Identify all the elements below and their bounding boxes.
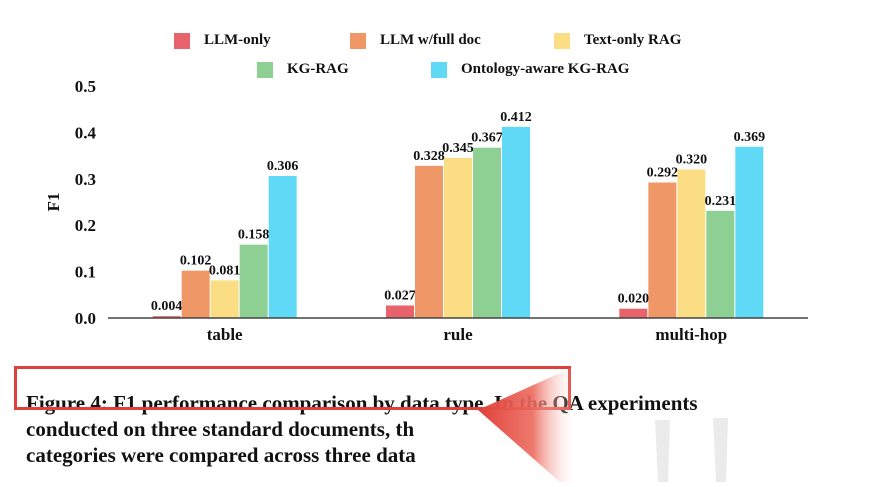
bar-value-label: 0.027 bbox=[384, 288, 416, 303]
bar bbox=[502, 126, 530, 318]
caption-line-3: categories were compared across three da… bbox=[26, 443, 416, 467]
legend-item-ontology-kg-rag: Ontology-aware KG-RAG bbox=[431, 61, 629, 78]
x-tick-label: multi-hop bbox=[655, 325, 727, 344]
bar-value-label: 0.292 bbox=[647, 166, 679, 181]
caption-line-1: Figure 4: F1 performance comparison by d… bbox=[26, 391, 698, 415]
legend-label-llm-full-doc: LLM w/full doc bbox=[380, 32, 481, 48]
legend-label-llm-only: LLM-only bbox=[204, 32, 271, 48]
bar bbox=[268, 176, 297, 318]
bar bbox=[619, 308, 648, 318]
bar bbox=[181, 270, 210, 318]
legend-item-text-only-rag: Text-only RAG bbox=[554, 32, 681, 49]
legend-label-ontology-kg-rag: Ontology-aware KG-RAG bbox=[461, 61, 630, 77]
figure-caption: Figure 4: F1 performance comparison by d… bbox=[26, 390, 866, 468]
bar bbox=[677, 169, 706, 318]
legend-item-llm-only: LLM-only bbox=[174, 32, 271, 49]
red-arrow-shape bbox=[478, 368, 578, 482]
legend-label-text-only-rag: Text-only RAG bbox=[584, 32, 682, 48]
bar-value-label: 0.231 bbox=[705, 194, 737, 209]
bar bbox=[473, 147, 501, 318]
y-axis-label: F1 bbox=[44, 193, 63, 212]
bar bbox=[706, 210, 735, 318]
bar-value-label: 0.412 bbox=[500, 110, 532, 125]
bar-value-label: 0.158 bbox=[238, 228, 270, 243]
y-tick-label: 0.5 bbox=[75, 77, 96, 96]
y-tick-label: 0.2 bbox=[75, 216, 96, 235]
bar-value-label: 0.328 bbox=[413, 149, 445, 164]
bar bbox=[735, 146, 764, 318]
bar-value-label: 0.081 bbox=[209, 263, 241, 278]
legend-swatch-kg-rag bbox=[257, 61, 273, 78]
legend-swatch-ontology-kg-rag bbox=[431, 61, 447, 78]
caption-line-2: conducted on three standard documents, t… bbox=[26, 417, 415, 441]
legend-swatch-llm-only bbox=[174, 32, 190, 49]
bar-value-label: 0.320 bbox=[676, 153, 708, 168]
fade-streak-2 bbox=[713, 418, 728, 482]
x-tick-label: rule bbox=[443, 325, 473, 344]
x-tick-label: table bbox=[207, 325, 243, 344]
fade-streak-1 bbox=[655, 420, 670, 482]
bar bbox=[648, 182, 677, 318]
legend-swatch-llm-full-doc bbox=[350, 32, 366, 49]
bar bbox=[415, 165, 443, 318]
legend-label-kg-rag: KG-RAG bbox=[287, 61, 349, 77]
legend-item-llm-full-doc: LLM w/full doc bbox=[350, 32, 481, 49]
bar-value-label: 0.367 bbox=[471, 131, 503, 146]
legend-swatch-text-only-rag bbox=[554, 32, 570, 49]
legend: LLM-only LLM w/full doc Text-only RAG KG… bbox=[0, 0, 877, 90]
y-tick-label: 0.3 bbox=[75, 170, 96, 189]
bar-value-label: 0.020 bbox=[618, 292, 650, 307]
legend-item-kg-rag: KG-RAG bbox=[257, 61, 349, 78]
bar-value-label: 0.369 bbox=[734, 130, 766, 145]
bar-value-label: 0.102 bbox=[180, 254, 212, 269]
bar-value-label: 0.004 bbox=[151, 299, 183, 314]
y-tick-label: 0.1 bbox=[75, 263, 96, 282]
bar bbox=[239, 244, 268, 318]
bar bbox=[152, 316, 181, 318]
bar-value-label: 0.345 bbox=[442, 141, 474, 156]
bar bbox=[386, 305, 414, 318]
y-tick-label: 0.0 bbox=[75, 309, 96, 328]
y-tick-label: 0.4 bbox=[75, 123, 97, 142]
bar bbox=[444, 157, 472, 318]
bar-value-label: 0.306 bbox=[267, 159, 299, 174]
bar bbox=[210, 280, 239, 318]
